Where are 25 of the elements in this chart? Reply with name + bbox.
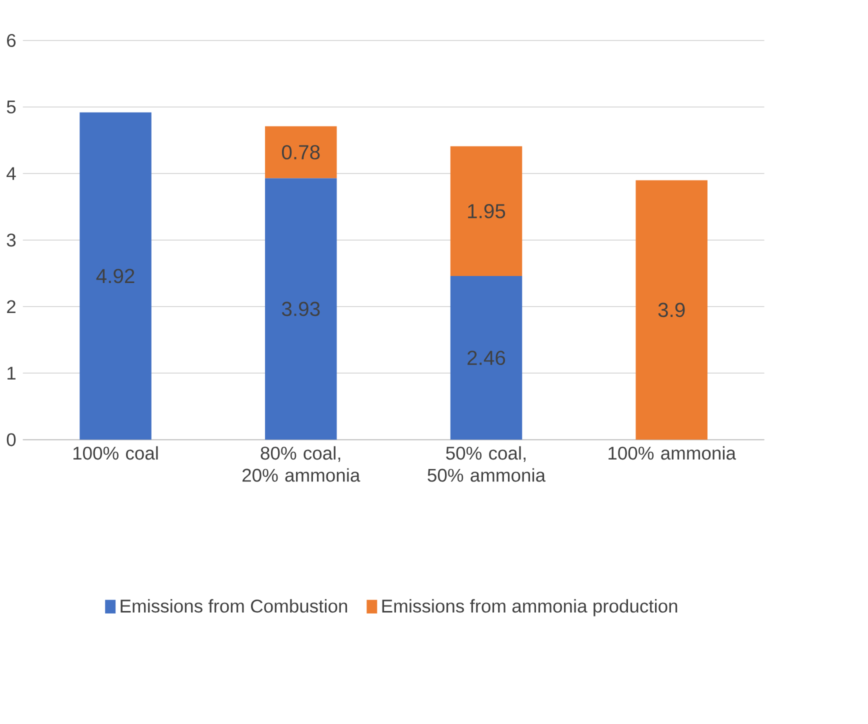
y-tick-label: 3 [6,234,16,247]
data-label: 3.93 [282,302,320,316]
x-tick-label: 50% coal, 50% ammonia [428,446,546,482]
x-tick-label: 100% coal [73,446,158,460]
y-tick-label: 0 [6,433,16,446]
x-tick-label: 100% ammonia [608,446,736,460]
data-label: 3.9 [658,302,685,318]
data-label: 0.78 [282,145,320,160]
bar [450,146,522,276]
data-label: 2.46 [468,350,506,366]
y-tick-label: 2 [7,300,16,314]
x-tick-label: 80% coal, 20% ammonia [242,446,360,482]
bar [265,178,337,440]
bar [265,126,337,178]
bar [636,180,708,440]
legend-label: Emissions from ammonia production [382,599,678,616]
bar [80,112,152,440]
y-tick-label: 4 [6,167,16,180]
y-tick-label: 1 [8,366,16,380]
y-tick-label: 5 [6,100,16,114]
bar [450,276,522,440]
legend-label: Emissions from Combustion [120,599,348,613]
y-tick-label: 6 [7,34,16,48]
data-label: 1.95 [468,204,506,218]
data-label: 4.92 [96,268,134,284]
